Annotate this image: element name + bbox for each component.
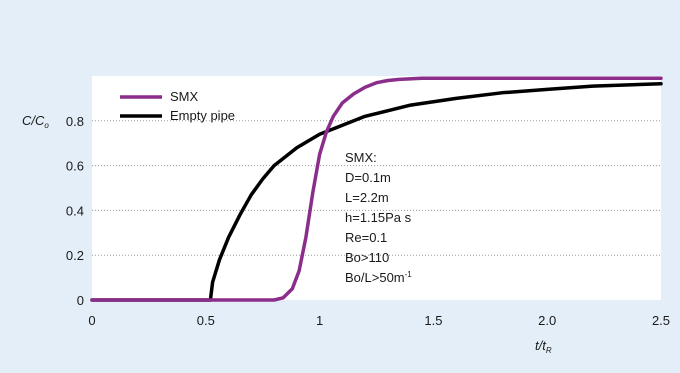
legend-label-smx: SMX — [170, 89, 199, 104]
y-tick-label: 0.2 — [66, 248, 84, 263]
x-tick-label: 0 — [88, 313, 95, 328]
y-tick-label: 0.6 — [66, 159, 84, 174]
x-axis-label: t/tR — [535, 338, 552, 355]
y-axis-ticks: 0 0.2 0.4 0.6 0.8 — [66, 114, 84, 308]
series-line-smx — [90, 76, 663, 302]
annotation-line: Re=0.1 — [345, 230, 387, 245]
legend-label-empty-pipe: Empty pipe — [170, 108, 235, 123]
annotation-line: h=1.15Pa s — [345, 210, 412, 225]
x-axis-ticks: 0 0.5 1 1.5 2.0 2.5 — [88, 313, 670, 328]
x-tick-label: 2.0 — [538, 313, 556, 328]
y-axis-label: C/Co — [22, 113, 49, 130]
annotation-line: Bo>110 — [345, 250, 389, 265]
y-tick-label: 0.8 — [66, 114, 84, 129]
y-tick-label: 0 — [77, 293, 84, 308]
annotation-line: Bo/L>50m-1 — [345, 270, 412, 285]
y-tick-label: 0.4 — [66, 203, 84, 218]
annotation-line: SMX: — [345, 150, 377, 165]
x-tick-label: 0.5 — [197, 313, 215, 328]
annotation-box: SMX: D=0.1m L=2.2m h=1.15Pa s Re=0.1 Bo>… — [345, 150, 412, 285]
annotation-line: D=0.1m — [345, 170, 391, 185]
x-tick-label: 1 — [316, 313, 323, 328]
series-line-empty-pipe — [90, 82, 663, 302]
x-tick-label: 1.5 — [424, 313, 442, 328]
legend: SMX Empty pipe — [120, 89, 235, 123]
x-tick-label: 2.5 — [652, 313, 670, 328]
annotation-line: L=2.2m — [345, 190, 389, 205]
series-layer — [90, 76, 663, 302]
grid-lines — [92, 120, 661, 256]
